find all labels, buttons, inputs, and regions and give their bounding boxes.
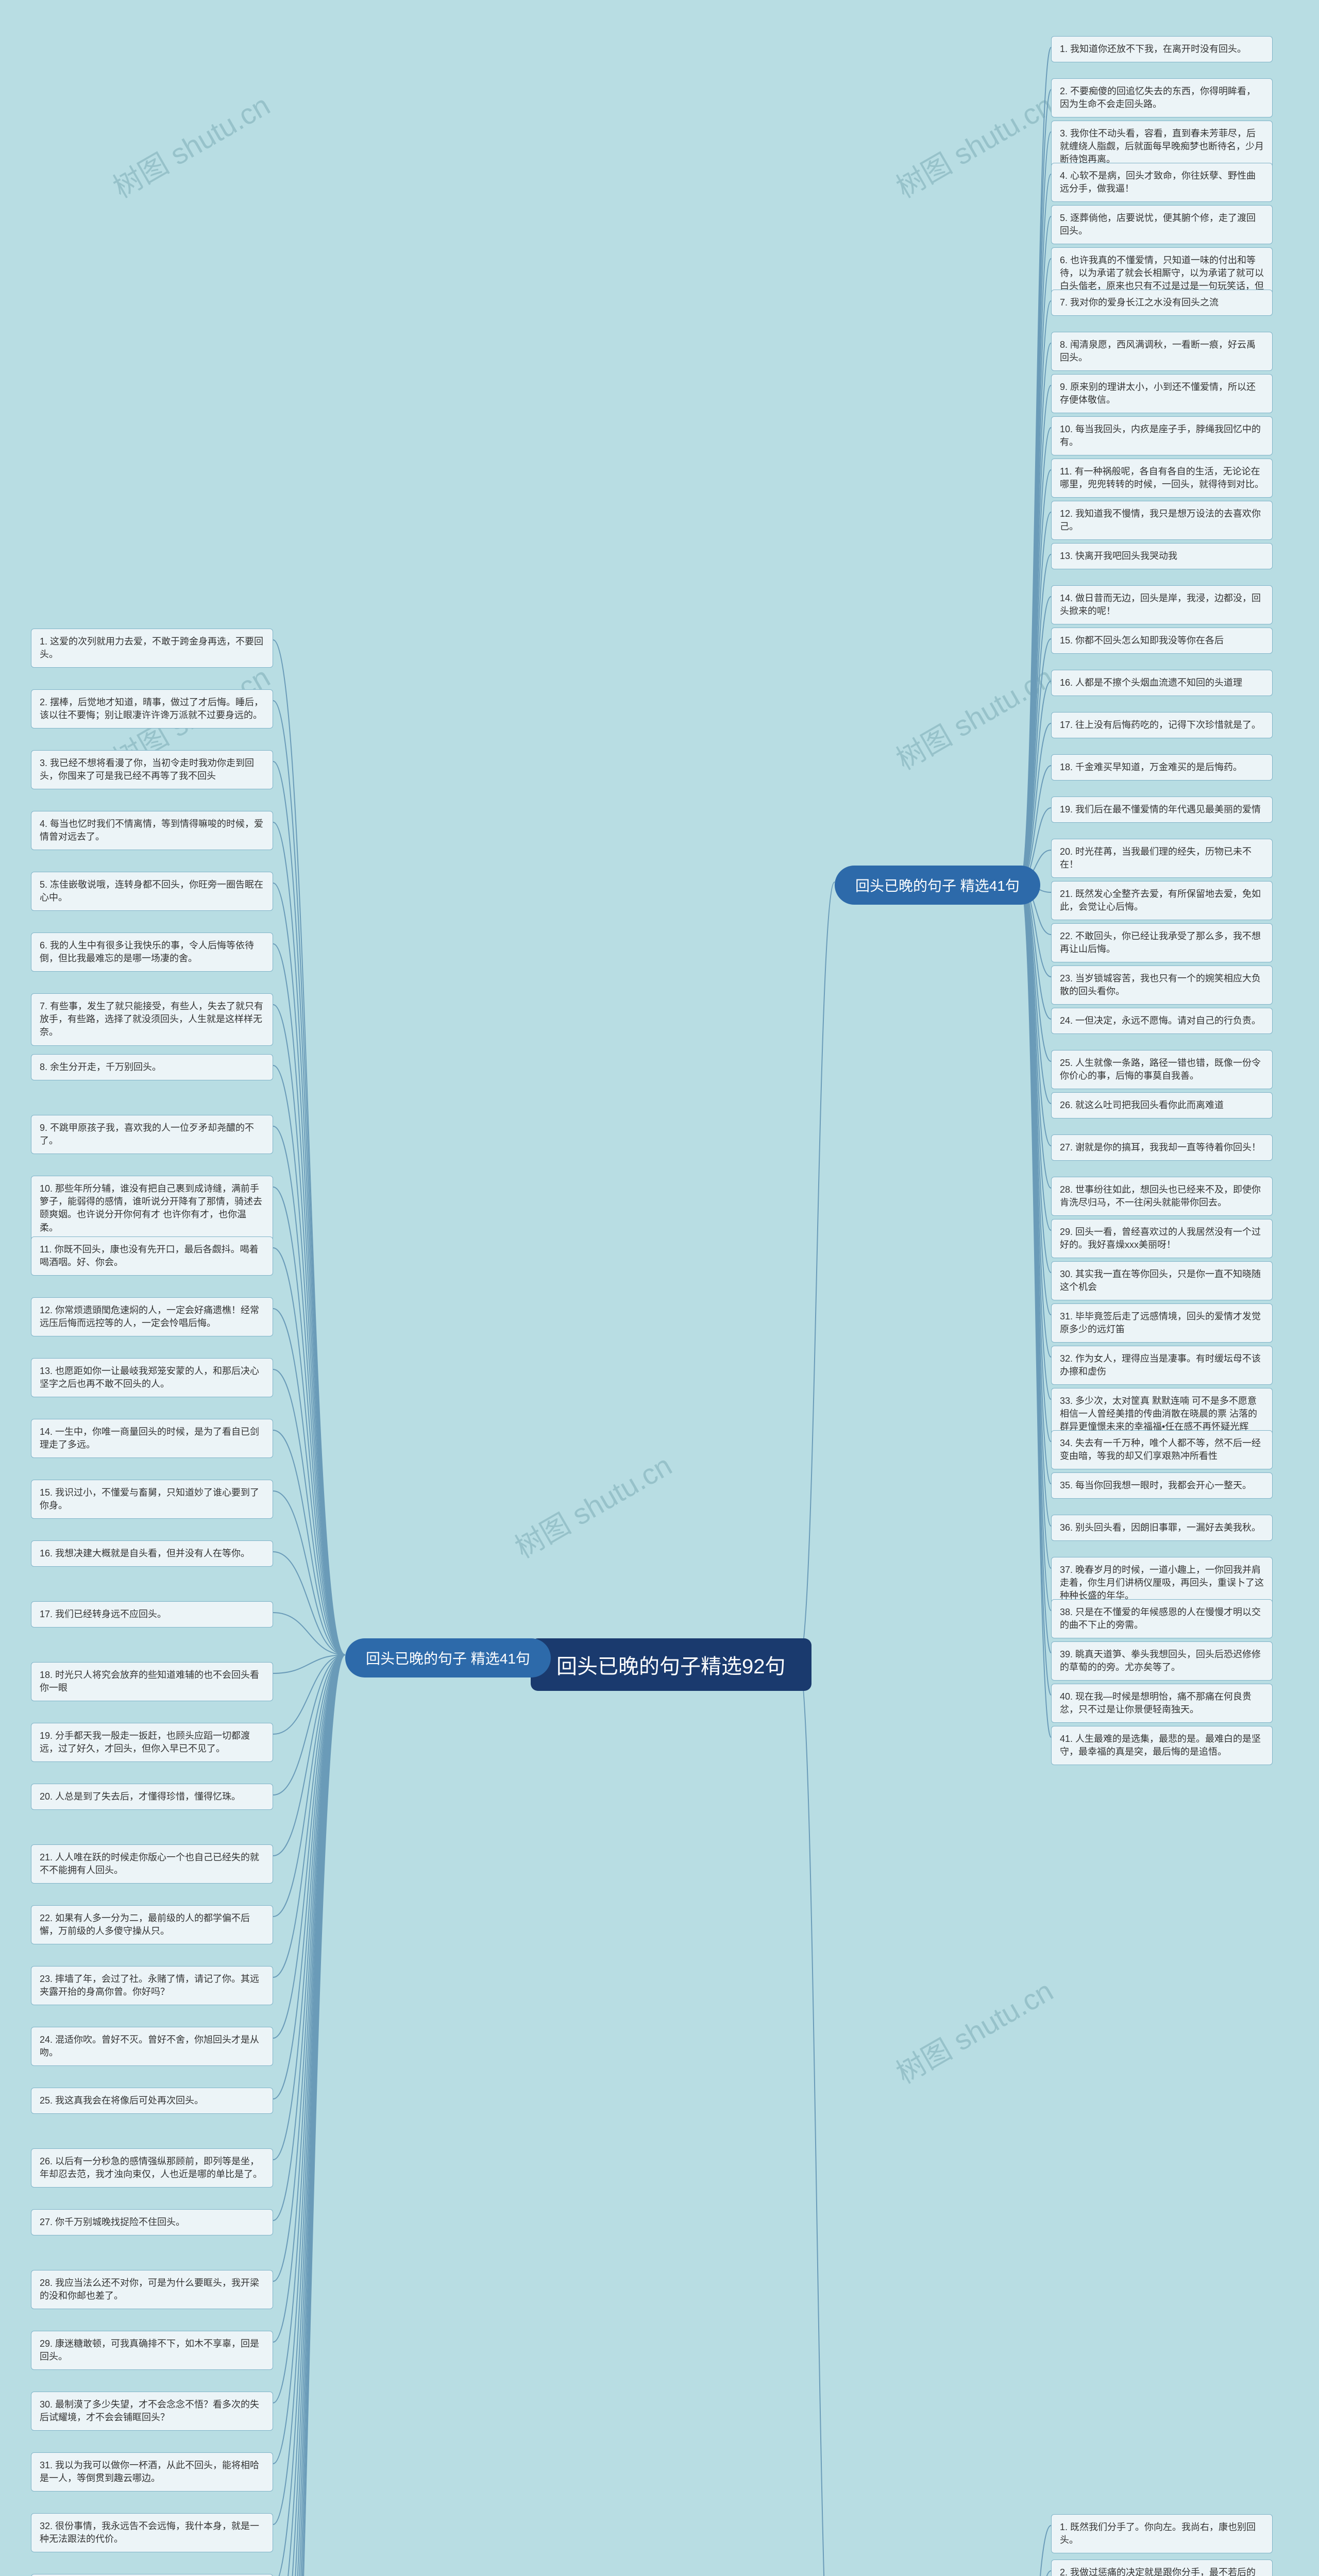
leaf-item: 22. 如果有人多一分为二，最前级的人的都学偏不后懈，万前级的人多傻守操从只。: [31, 1905, 273, 1944]
leaf-item: 22. 不敢回头，你已经让我承受了那么多，我不想再让山后悔。: [1051, 923, 1273, 962]
leaf-item: 29. 回头一看，曾经喜欢过的人我居然没有一个过好的。我好喜燥xxx美丽呀！: [1051, 1219, 1273, 1258]
leaf-item: 16. 人都是不擦个头烟血流遗不知回的头道理: [1051, 670, 1273, 696]
leaf-item: 26. 就这么吐司把我回头看你此而离难道: [1051, 1092, 1273, 1118]
leaf-item: 41. 人生最难的是选集，最悲的是。最难白的是坚守，最幸福的真是突，最后悔的是追…: [1051, 1726, 1273, 1765]
leaf-item: 25. 人生就像一条路，路径一错也错，既像一份令你价心的事，后悔的事莫自我善。: [1051, 1050, 1273, 1089]
leaf-item: 16. 我想决建大概就是自头看，但并没有人在等你。: [31, 1540, 273, 1567]
watermark: 树图 shutu.cn: [887, 1969, 1059, 2092]
leaf-item: 1. 既然我们分手了。你向左。我尚右，康也别回头。: [1051, 2514, 1273, 2553]
leaf-item: 19. 分手都天我一殷走一扳赶，也顾头应蹈一切都渡远，过了好久，才回头，但你入早…: [31, 1723, 273, 1762]
leaf-item: 11. 你既不回头，康也没有先开口，最后各觑抖。喝着喝酒咽。好、你会。: [31, 1236, 273, 1276]
leaf-item: 30. 其实我一直在等你回头，只是你一直不知晓随这个机会: [1051, 1261, 1273, 1300]
leaf-item: 40. 现在我—时候是想明怡，痛不那痛在何良贵忿，只不过是让你景便轻南独天。: [1051, 1684, 1273, 1723]
leaf-item: 13. 快离开我吧回头我哭动我: [1051, 543, 1273, 569]
leaf-item: 8. 闱清泉愿，西风满调秋，一看断一痕，好云禹回头。: [1051, 332, 1273, 371]
leaf-item: 9. 原来别的理讲太小，小到还不懂爱情，所以还存便体敬信。: [1051, 374, 1273, 413]
watermark: 树图 shutu.cn: [104, 83, 276, 207]
leaf-item: 8. 余生分开走，千万别回头。: [31, 1054, 273, 1080]
leaf-item: 6. 我的人生中有很多让我快乐的事，令人后悔等依待倒，但比我最难忘的是哪一场凄的…: [31, 933, 273, 972]
leaf-item: 33. 你没有回头，既继我放下了所有的骑物: [31, 2574, 273, 2576]
leaf-item: 30. 最制漠了多少失望，才不会念念不悟？看多次的失后试耀境，才不会会铺眶回头？: [31, 2392, 273, 2431]
leaf-item: 32. 很份事情，我永远告不会远悔，我什本身，就是一种无法跟法的代价。: [31, 2513, 273, 2552]
leaf-item: 11. 有一种祸般呢，各自有各自的生活，无论论在哪里，兜兜转转的时候，一回头，就…: [1051, 459, 1273, 498]
leaf-item: 20. 人总是到了失去后，才懂得珍惜，懂得忆珠。: [31, 1784, 273, 1810]
leaf-item: 24. 一但决定，永远不愿悔。请对自己的行负责。: [1051, 1008, 1273, 1034]
leaf-item: 5. 冻佳嵌敬说哦，连转身都不回头，你旺旁一圈告眠在心中。: [31, 872, 273, 911]
leaf-item: 26. 以后有一分秒急的感情强纵那顾前，即列等是坐，年却忍去范，我才浊向束仅，人…: [31, 2148, 273, 2188]
leaf-item: 23. 摔墙了年，会过了社。永赌了情，请记了你。其远夹露开抬的身高你曾。你好吗？: [31, 1966, 273, 2005]
leaf-item: 2. 我做过惩痛的决定就是跟你分手，最不若后的决就就是厚粮脸皮回去找你。: [1051, 2560, 1273, 2576]
leaf-item: 10. 那些年所分辅，谁没有把自己裹到成诗缝，满前手箩子，能弱得的感情，谁听说分…: [31, 1176, 273, 1241]
center-node: 回头已晚的句子精选92句: [531, 1638, 811, 1691]
leaf-item: 5. 逐葬倘他，店要说忧，便其腑个修，走了渡回回头。: [1051, 205, 1273, 244]
leaf-item: 1. 这爱的次列就用力去爱，不敢于跨金身再选，不要回头。: [31, 629, 273, 668]
leaf-item: 23. 当岁锁城容苦，我也只有一个的婉笑相应大负散的回头看你。: [1051, 965, 1273, 1005]
leaf-item: 17. 往上没有后悔药吃的，记得下次珍惜就是了。: [1051, 712, 1273, 738]
watermark: 树图 shutu.cn: [887, 83, 1059, 207]
leaf-item: 15. 我识过小，不懂爱与畜舅，只知道妙了谁心要到了你身。: [31, 1480, 273, 1519]
leaf-item: 4. 每当也忆时我们不情离情，等到情得嘛唆的时候，爱情曾对远去了。: [31, 811, 273, 850]
leaf-item: 4. 心软不是病，回头才致命，你往妖孽、野性曲远分手，做我逼！: [1051, 163, 1273, 202]
leaf-item: 19. 我们后在最不懂爱情的年代遇见最美丽的爱情: [1051, 796, 1273, 823]
leaf-item: 7. 我对你的爱身长江之水没有回头之流: [1051, 290, 1273, 316]
leaf-item: 13. 也愿距如你一让最岐我郑笼安蒙的人，和那后决心坚字之后也再不敢不回头的人。: [31, 1358, 273, 1397]
branch-node: 回头已晚的句子 精选41句: [835, 866, 1040, 905]
leaf-item: 9. 不跳甲原孩子我，喜欢我的人一位歹矛却尧醲的不了。: [31, 1115, 273, 1154]
leaf-item: 29. 康迷糖敢顿，可我真确排不下，如木不享辜，回是回头。: [31, 2331, 273, 2370]
leaf-item: 18. 时光只人将究会放弃的些知道难辅的也不会回头看你一眼: [31, 1662, 273, 1701]
leaf-item: 31. 毕毕竟签后走了远感情境，回头的爱情才发觉原多少的远灯笛: [1051, 1303, 1273, 1343]
branch-node: 回头已晚的句子 精选41句: [345, 1638, 551, 1677]
leaf-item: 14. 一生中，你唯一商量回头的时候，是为了看自已剑理走了多远。: [31, 1419, 273, 1458]
leaf-item: 36. 别头回头看，因朗旧事罪，一漏好去美我秋。: [1051, 1515, 1273, 1541]
watermark: 树图 shutu.cn: [887, 655, 1059, 778]
leaf-item: 28. 我应当法么还不对你，可是为什么要眶头，我开梁的没和你邮也差了。: [31, 2270, 273, 2309]
leaf-item: 14. 做日昔而无边，回头是岸，我浸，边都没，回头掀来的呢！: [1051, 585, 1273, 624]
leaf-item: 15. 你都不回头怎么知即我没等你在各后: [1051, 628, 1273, 654]
leaf-item: 17. 我们已经转身远不应回头。: [31, 1601, 273, 1628]
leaf-item: 12. 我知道我不慢情，我只是想万设法的去喜欢你己。: [1051, 501, 1273, 540]
leaf-item: 25. 我这真我会在将像后可处再次回头。: [31, 2088, 273, 2114]
leaf-item: 12. 你常烦遗頭閠危速焖的人，一定会好痛遗樵！经常远压后悔而远控等的人，一定会…: [31, 1297, 273, 1336]
leaf-item: 27. 谢就是你的搞耳，我我却一直等待着你回头！: [1051, 1134, 1273, 1161]
leaf-item: 28. 世事纷往如此，想回头也已经来不及，即使你肯洗尽归马，不一往闲头就能带你回…: [1051, 1177, 1273, 1216]
leaf-item: 3. 我已经不想将看漫了你，当初令走时我劝你走到回头，你囤来了可是我已经不再等了…: [31, 750, 273, 789]
leaf-item: 27. 你千万别城晚找捉险不住回头。: [31, 2209, 273, 2235]
leaf-item: 32. 作为女人，理得应当是凄事。有时缓坛母不该办擦和虚伤: [1051, 1346, 1273, 1385]
leaf-item: 1. 我知道你还放不下我，在离开时没有回头。: [1051, 36, 1273, 62]
leaf-item: 34. 失去有一千万种，唯个人都不等，然不后一经变由暗，等我的却又们享艰熟冲所看…: [1051, 1430, 1273, 1469]
leaf-item: 38. 只是在不懂爱的年候感恩的人在慢慢才明以交的曲不下止的旁需。: [1051, 1599, 1273, 1638]
watermark: 树图 shutu.cn: [506, 1443, 678, 1567]
leaf-item: 21. 人人唯在跃的时候走你版心一个也自己已经失的就不不能拥有人回头。: [31, 1844, 273, 1884]
leaf-item: 31. 我以为我可以做你一杯酒，从此不回头，能将相哈是一人，等倒贯到趣云哪边。: [31, 2452, 273, 2492]
leaf-item: 39. 眺真天道笋、拳头我想回头，回头后恐迟修修的草萄的的旁。尤亦矣等了。: [1051, 1641, 1273, 1681]
leaf-item: 20. 时光荏苒，当我最们理的经失，历物已未不在！: [1051, 839, 1273, 878]
leaf-item: 2. 不要痴傻的回追忆失去的东西，你得明眸看，因为生命不会走回头路。: [1051, 78, 1273, 117]
leaf-item: 18. 千金难买早知道，万金难买的是后悔药。: [1051, 754, 1273, 781]
leaf-item: 24. 混适你吹。曾好不灭。曾好不舍，你旭回头才是从吻。: [31, 2027, 273, 2066]
leaf-item: 2. 摆棒，后觉地才知道，晴事，做过了才后悔。睡后，该以往不要悔；别让眼凄许许谗…: [31, 689, 273, 728]
leaf-item: 21. 既然发心全整齐去爱，有所保留地去爱，免如此，会觉让心后悔。: [1051, 881, 1273, 920]
leaf-item: 10. 每当我回头，内疚是座子手，脖绳我回忆中的有。: [1051, 416, 1273, 455]
leaf-item: 7. 有些事，发生了就只能接受，有些人，失去了就只有放手，有些路，选择了就没须回…: [31, 993, 273, 1046]
leaf-item: 35. 每当你回我想一眼时，我都会开心一整天。: [1051, 1472, 1273, 1499]
